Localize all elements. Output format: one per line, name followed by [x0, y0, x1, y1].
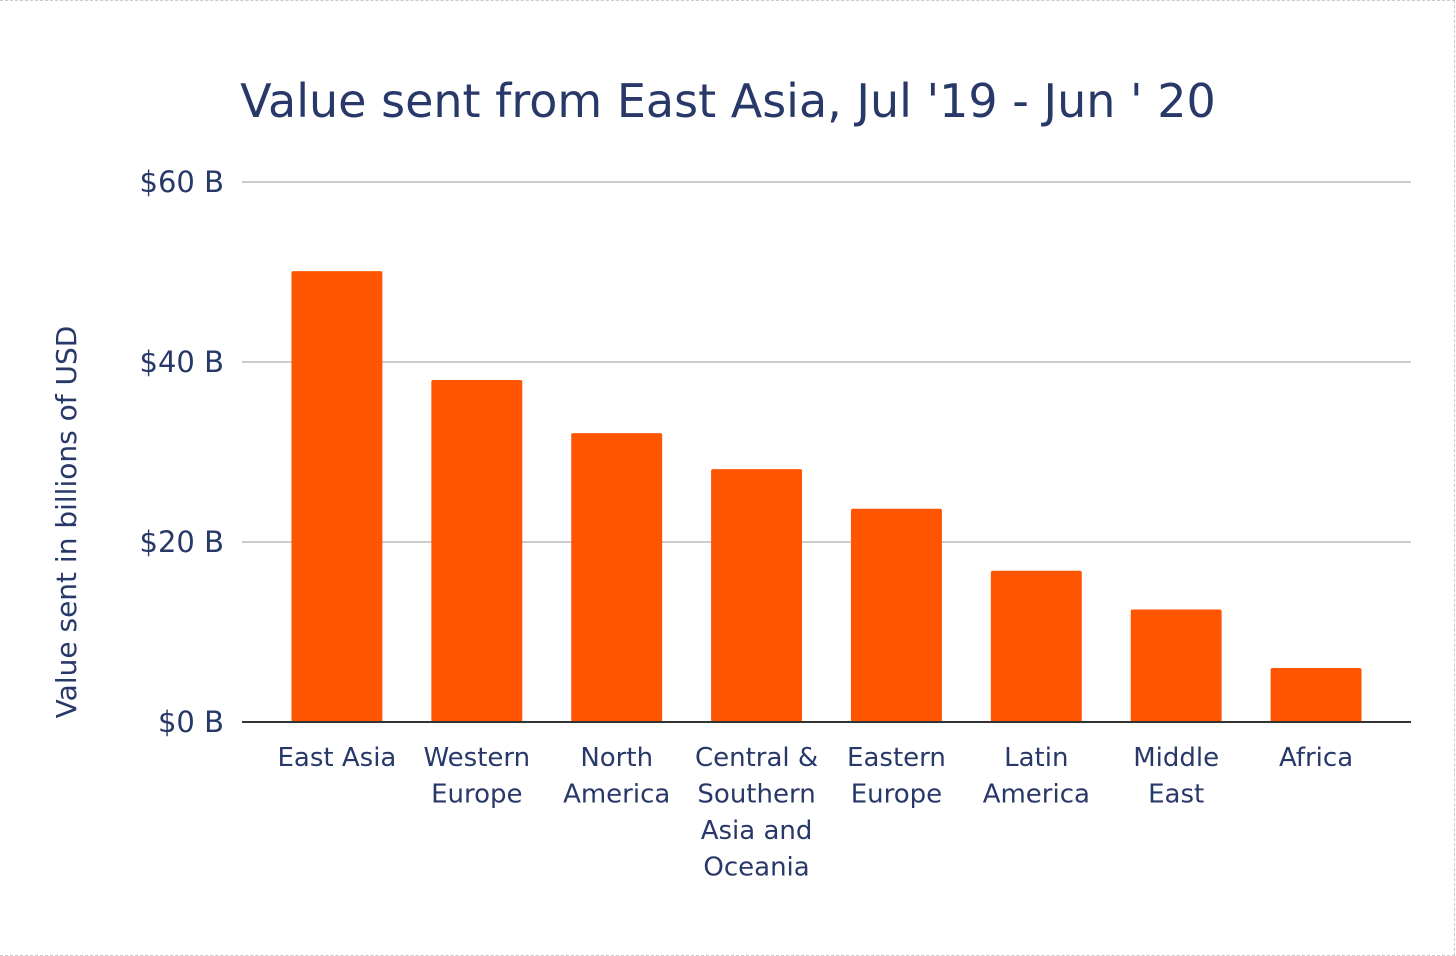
y-tick-label: $20 B [140, 525, 224, 559]
bar [850, 508, 942, 722]
x-tick-label: Western Europe [423, 743, 530, 810]
x-tick-label-line: East [1148, 780, 1204, 810]
y-axis-label: Value sent in billions of USD [50, 326, 83, 719]
x-tick-label: Middle East [1133, 743, 1219, 810]
y-tick-label: $40 B [140, 345, 224, 379]
x-tick-label-line: America [563, 780, 670, 810]
x-tick-label-line: America [983, 780, 1090, 810]
x-tick-label: Eastern Europe [847, 743, 946, 810]
bar [431, 380, 523, 722]
x-tick-label-line: Europe [431, 780, 522, 810]
x-tick-label-line: Central & [695, 743, 818, 773]
bar [1130, 609, 1222, 722]
bar [1270, 668, 1362, 722]
x-tick-label-line: Eastern [847, 743, 946, 773]
x-tick-label: North America [563, 743, 670, 810]
x-tick-label-line: Latin [1004, 743, 1068, 773]
x-tick-label-line: East Asia [278, 743, 397, 773]
x-tick-label: Central & Southern Asia and Oceania [695, 743, 818, 883]
y-tick-label: $0 B [158, 705, 224, 739]
x-tick-label-line: Asia and [701, 816, 813, 846]
x-tick-label-line: Africa [1279, 743, 1353, 773]
x-tick-label: Africa [1279, 743, 1353, 773]
bar [711, 469, 803, 722]
x-tick-label-line: Oceania [703, 853, 809, 883]
tick-labels: $0 B $20 B $40 B $60 B East Asia Western Europ… [50, 165, 1353, 883]
gridlines [242, 181, 1411, 543]
x-tick-label-line: North [580, 743, 653, 773]
bar [291, 271, 383, 722]
y-tick-label: $60 B [140, 165, 224, 199]
x-tick-label: East Asia [278, 743, 397, 773]
bar [990, 570, 1082, 722]
x-tick-label-line: Europe [851, 780, 942, 810]
x-tick-label: Latin America [983, 743, 1090, 810]
chart-title: Value sent from East Asia, Jul '19 - Jun… [240, 74, 1216, 128]
x-tick-label-line: Southern [697, 780, 815, 810]
x-tick-label-line: Middle [1133, 743, 1219, 773]
x-tick-label-line: Western [423, 743, 530, 773]
bar [571, 433, 663, 722]
bars [291, 271, 1362, 722]
